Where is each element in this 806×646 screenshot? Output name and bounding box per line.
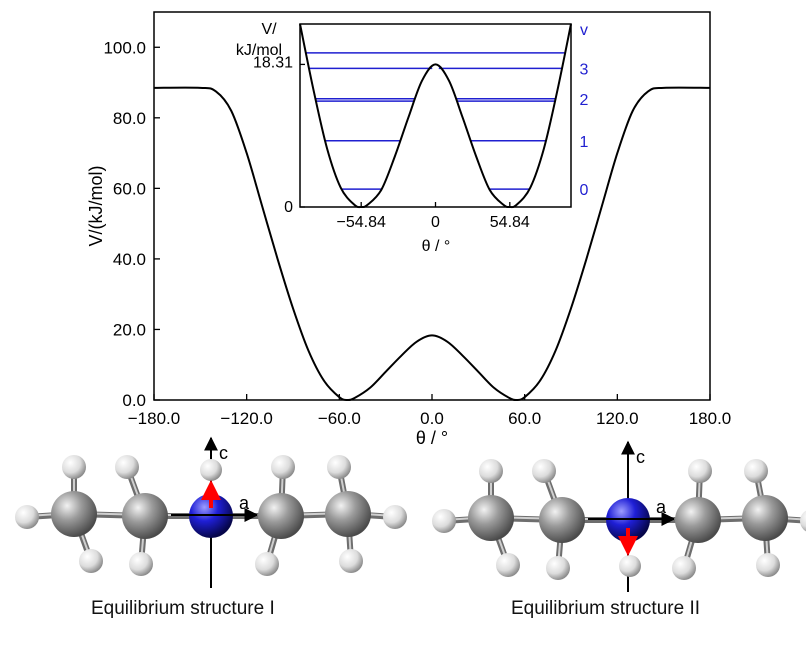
inset-y-tick-label: 18.31 <box>253 54 293 71</box>
carbon-atom <box>468 495 514 541</box>
hydrogen-atom <box>129 552 153 576</box>
hydrogen-atom <box>255 552 279 576</box>
inset-y-axis-label-line2: kJ/mol <box>236 42 282 59</box>
hydrogen-atom <box>496 553 520 577</box>
main-x-tick-label: 60.0 <box>508 409 541 428</box>
hydrogen-atom <box>479 459 503 483</box>
hydrogen-atom <box>62 455 86 479</box>
caption-structure-1: Equilibrium structure I <box>91 598 275 619</box>
inset-level-axis-label: v <box>580 22 588 39</box>
hydrogen-atom <box>756 553 780 577</box>
hydrogen-atom <box>744 459 768 483</box>
hydrogen-atom-on-nitrogen <box>200 459 222 481</box>
inset-y-ticks: 018.31 <box>253 54 305 216</box>
main-x-tick-label: 180.0 <box>689 409 732 428</box>
hydrogen-atom <box>800 510 806 532</box>
main-y-tick-label: 0.0 <box>122 391 146 410</box>
hydrogen-atom <box>688 459 712 483</box>
inset-x-ticks: −54.84 0 54.84 <box>336 202 530 231</box>
main-x-ticks: −180.0 −120.0 −60.0 0.0 60.0 120.0 180.0 <box>128 394 732 428</box>
carbon-atom <box>675 497 721 543</box>
hydrogen-atom <box>432 509 456 533</box>
carbon-atom <box>539 497 585 543</box>
main-y-axis-label: V/(kJ/mol) <box>86 166 106 247</box>
a-axis-label: a <box>239 493 250 513</box>
c-axis-label: c <box>219 443 228 463</box>
inset-level-label: 3 <box>580 61 589 78</box>
carbon-atom <box>258 493 304 539</box>
inset-potential-curve <box>299 23 572 209</box>
inset-x-tick-label: 0 <box>431 214 440 231</box>
main-y-tick-label: 60.0 <box>113 179 146 198</box>
main-y-tick-label: 20.0 <box>113 320 146 339</box>
inset-level-label: 1 <box>580 134 589 151</box>
hydrogen-atom <box>79 549 103 573</box>
hydrogen-atom <box>532 459 556 483</box>
main-y-tick-label: 40.0 <box>113 250 146 269</box>
carbon-atom <box>51 491 97 537</box>
carbon-atom <box>122 493 168 539</box>
molecule-structure-2: ca <box>432 440 806 592</box>
molecule-structure-1: ca <box>15 436 407 588</box>
main-x-tick-label: 0.0 <box>420 409 444 428</box>
hydrogen-atom <box>271 455 295 479</box>
hydrogen-atom-on-nitrogen <box>619 555 641 577</box>
inset-level-label: 0 <box>580 182 589 199</box>
main-y-ticks: 0.0 20.0 40.0 60.0 80.0 100.0 <box>103 38 160 410</box>
main-x-tick-label: −120.0 <box>220 409 272 428</box>
main-y-tick-label: 100.0 <box>103 38 146 57</box>
main-x-tick-label: 120.0 <box>596 409 639 428</box>
inset-level-labels: 0 1 2 3 <box>580 61 589 199</box>
hydrogen-atom <box>115 455 139 479</box>
a-axis-label: a <box>656 497 667 517</box>
main-x-tick-label: −180.0 <box>128 409 180 428</box>
carbon-atom <box>325 491 371 537</box>
main-y-tick-label: 80.0 <box>113 109 146 128</box>
hydrogen-atom <box>339 549 363 573</box>
inset-x-axis-label: θ / ° <box>422 238 451 255</box>
main-x-axis-label: θ / ° <box>416 428 448 448</box>
inset-plot-frame <box>299 23 572 208</box>
hydrogen-atom <box>327 455 351 479</box>
inset-energy-levels <box>305 52 566 190</box>
inset-y-axis-label-line1: V/ <box>261 21 277 38</box>
c-axis-label: c <box>636 447 645 467</box>
inset-level-label: 2 <box>580 92 589 109</box>
inset-x-tick-label: 54.84 <box>490 214 530 231</box>
hydrogen-atom <box>383 505 407 529</box>
carbon-atom <box>742 495 788 541</box>
main-x-tick-label: −60.0 <box>318 409 361 428</box>
inset-x-tick-label: −54.84 <box>336 214 385 231</box>
caption-structure-2: Equilibrium structure II <box>511 598 701 619</box>
main-chart: −180.0 −120.0 −60.0 0.0 60.0 120.0 180.0 0.020… <box>86 11 732 448</box>
hydrogen-atom <box>672 556 696 580</box>
hydrogen-atom <box>15 505 39 529</box>
hydrogen-atom <box>546 556 570 580</box>
main-potential-curve <box>153 86 711 402</box>
inset-y-tick-label: 0 <box>284 199 293 216</box>
